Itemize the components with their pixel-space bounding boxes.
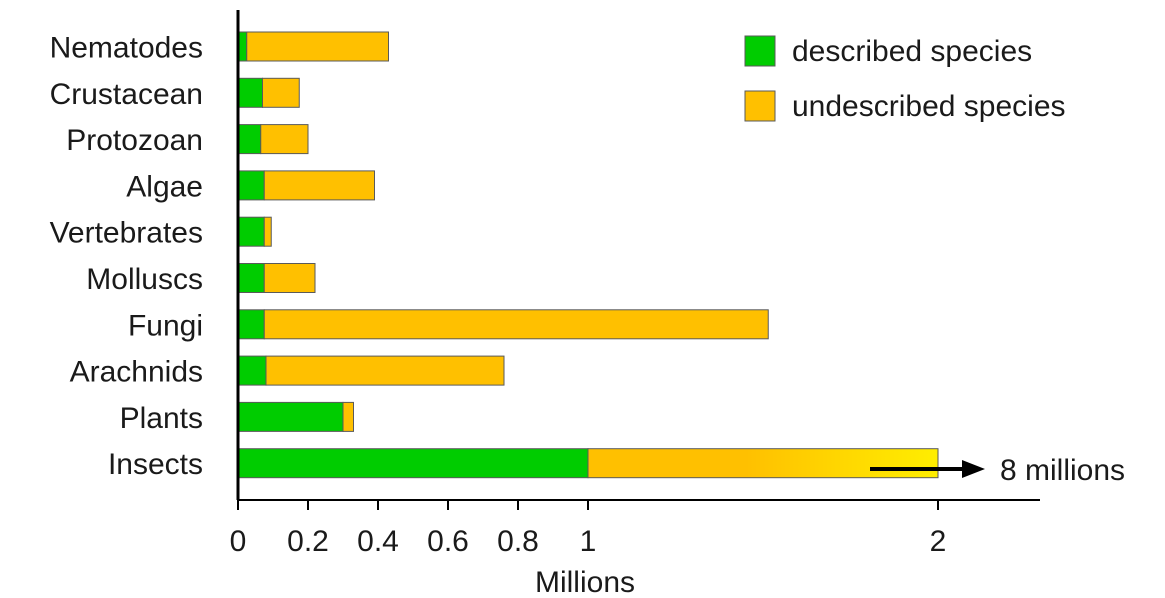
bar-described-crustacean xyxy=(237,77,263,108)
bar-described-algae xyxy=(237,170,265,201)
legend-label-undescribed-species: undescribed species xyxy=(792,90,1066,123)
category-label-algae: Algae xyxy=(126,170,203,203)
x-tick-label: 2 xyxy=(930,525,947,558)
x-tick-label: 0.8 xyxy=(497,525,539,558)
annotation-label: 8 millions xyxy=(1000,454,1125,487)
x-tick-label: 1 xyxy=(580,525,597,558)
bar-undescribed-crustacean xyxy=(262,77,300,108)
bar-described-molluscs xyxy=(237,263,265,293)
bar-described-fungi xyxy=(237,309,265,340)
x-tick-label: 0.4 xyxy=(357,525,399,558)
bar-undescribed-protozoan xyxy=(260,124,309,155)
bar-described-protozoan xyxy=(237,124,262,155)
x-axis-ticks: 0 0.2 0.4 0.6 0.8 1 2 xyxy=(230,500,947,558)
bar-undescribed-vertebrates xyxy=(263,216,272,247)
bars-group xyxy=(237,31,939,479)
x-axis-title: Millions xyxy=(535,566,635,598)
x-tick-label: 0 xyxy=(230,525,247,558)
bar-described-insects xyxy=(237,448,589,479)
category-labels: Nematodes Crustacean Protozoan Algae Vertebr… xyxy=(50,32,203,482)
category-label-arachnids: Arachnids xyxy=(70,356,203,389)
bar-undescribed-plants xyxy=(342,401,354,432)
bar-described-plants xyxy=(237,401,344,432)
legend-swatch-described-species xyxy=(744,35,776,67)
category-label-insects: Insects xyxy=(108,448,203,481)
category-label-plants: Plants xyxy=(120,402,203,435)
legend-label-described-species: described species xyxy=(792,35,1032,68)
bar-undescribed-arachnids xyxy=(265,355,505,386)
bar-undescribed-nematodes xyxy=(246,31,389,62)
bar-described-arachnids xyxy=(237,355,267,386)
arrow-right-icon xyxy=(962,460,985,478)
category-label-crustacean: Crustacean xyxy=(50,78,203,111)
category-label-fungi: Fungi xyxy=(128,309,203,342)
x-tick-label: 0.2 xyxy=(287,525,329,558)
category-label-protozoan: Protozoan xyxy=(66,124,203,157)
legend-swatch-undescribed-species xyxy=(744,90,776,122)
bar-undescribed-insects xyxy=(587,448,939,479)
bar-undescribed-molluscs xyxy=(263,263,316,293)
category-label-vertebrates: Vertebrates xyxy=(50,217,203,250)
annotation-group: 8 millions xyxy=(870,454,1125,487)
bar-undescribed-fungi xyxy=(263,309,769,340)
category-label-molluscs: Molluscs xyxy=(86,263,203,296)
category-label-nematodes: Nematodes xyxy=(50,32,203,65)
bar-described-vertebrates xyxy=(237,216,265,247)
x-tick-label: 0.6 xyxy=(427,525,469,558)
legend: described species undescribed species xyxy=(744,35,1066,123)
bar-undescribed-algae xyxy=(263,170,375,201)
